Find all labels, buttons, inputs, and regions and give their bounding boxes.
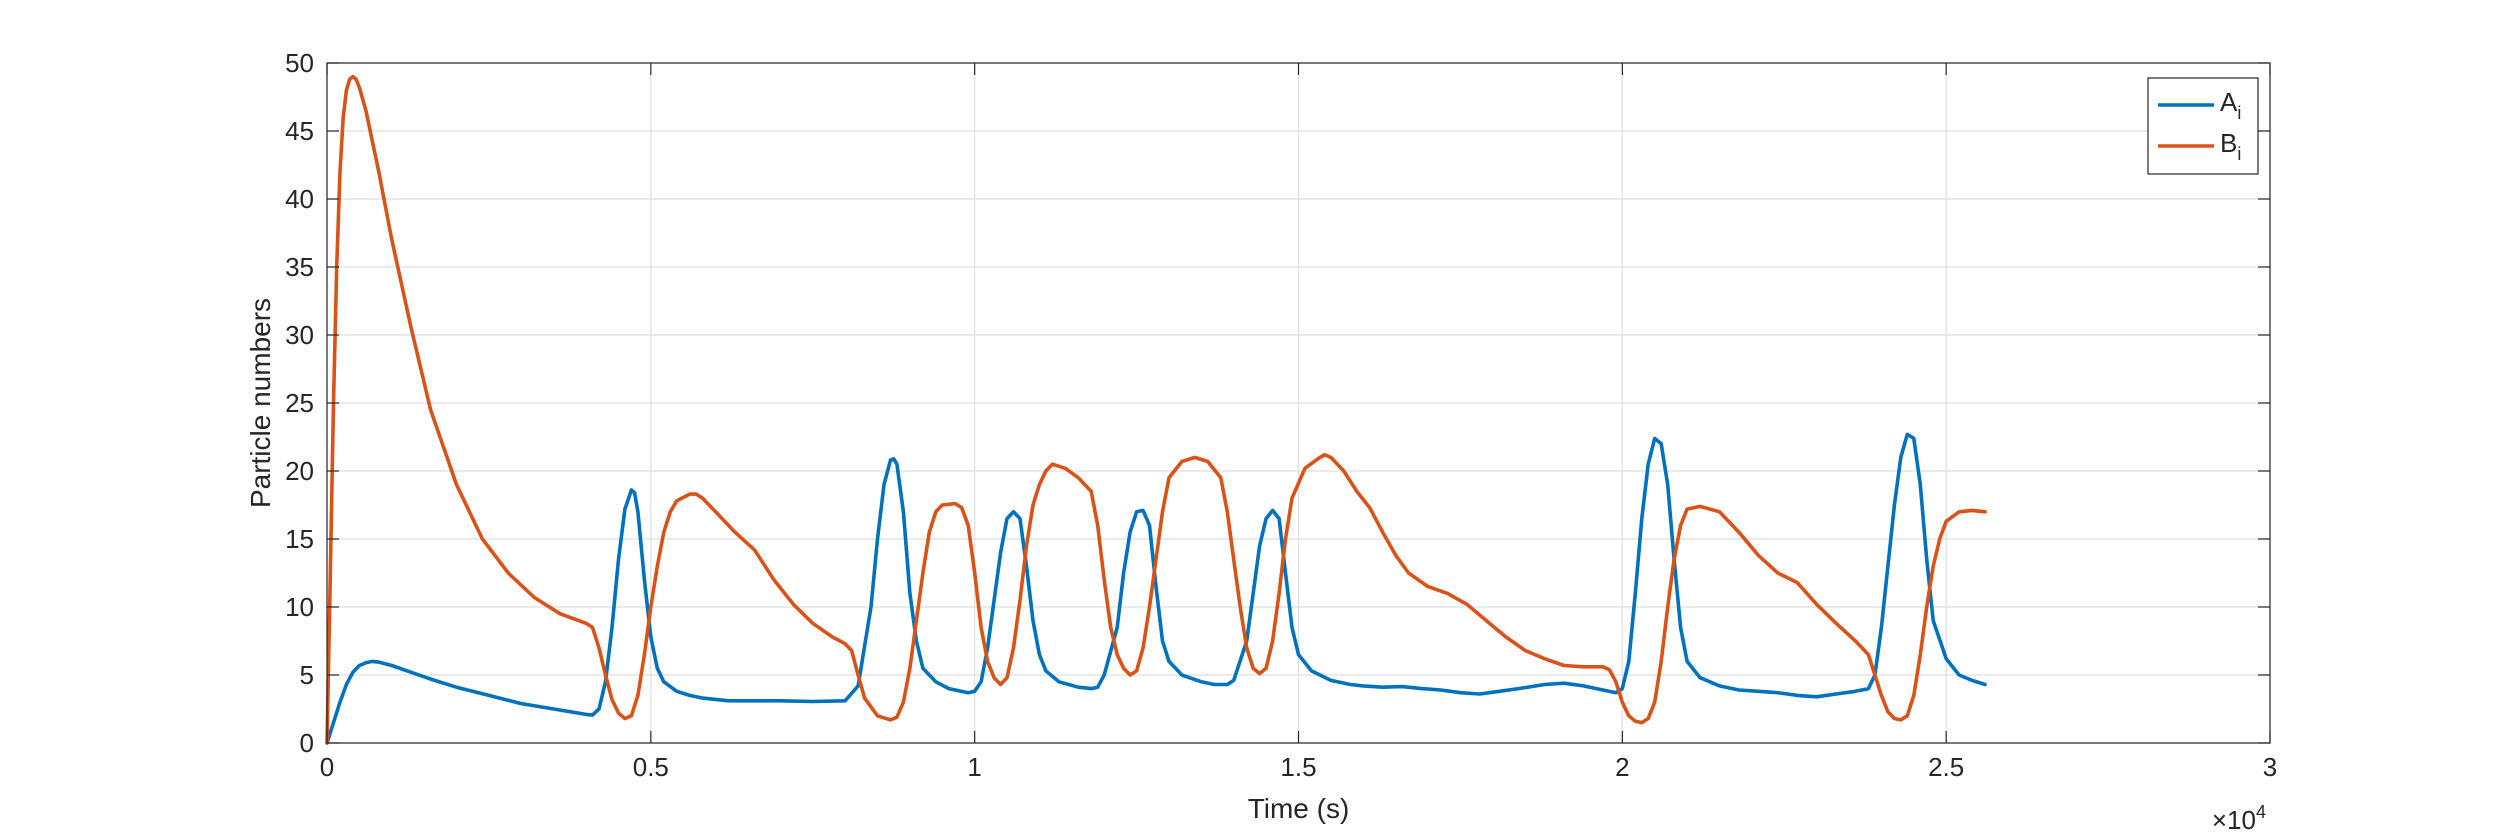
x-axis-multiplier: ×104 [2212,802,2266,833]
x-tick-label: 0 [320,752,334,782]
x-tick-label: 1 [967,752,981,782]
x-tick-label: 2 [1615,752,1629,782]
legend-box [2147,77,2259,175]
y-tick-label: 20 [285,456,314,486]
series-layer [325,74,1987,745]
x-multiplier-exponent: 4 [2256,802,2266,822]
y-tick-label: 15 [285,524,314,554]
legend: Ai Bi [2147,77,2259,175]
x-tick-label: 0.5 [633,752,669,782]
x-tick-label: 2.5 [1928,752,1964,782]
y-tick-label: 30 [285,320,314,350]
legend-label-b-name: B [2220,128,2237,158]
x-multiplier-base: ×10 [2212,805,2256,833]
y-tick-label: 10 [285,592,314,622]
x-tick-label: 3 [2263,752,2277,782]
y-tick-label: 50 [285,48,314,78]
ticks [326,62,2271,744]
x-axis-title: Time (s) [1248,793,1350,824]
legend-label-a-name: A [2220,87,2238,117]
series-line-b [325,74,1987,745]
x-tick-label: 1.5 [1280,752,1316,782]
y-tick-labels: 0 5 10 15 20 25 30 35 40 45 50 [285,48,314,758]
y-axis-title: Particle numbers [245,298,276,508]
legend-label-a-subscript: i [2237,103,2241,123]
legend-label-b-subscript: i [2237,144,2241,164]
y-tick-label: 5 [300,660,314,690]
y-tick-label: 35 [285,252,314,282]
series-line-a [325,432,1987,745]
y-tick-label: 0 [300,728,314,758]
legend-label-a: Ai [2220,87,2241,123]
y-tick-label: 40 [285,184,314,214]
legend-label-b: Bi [2220,128,2241,164]
y-tick-label: 25 [285,388,314,418]
x-tick-labels: 0 0.5 1 1.5 2 2.5 3 [320,752,2277,782]
y-tick-label: 45 [285,116,314,146]
